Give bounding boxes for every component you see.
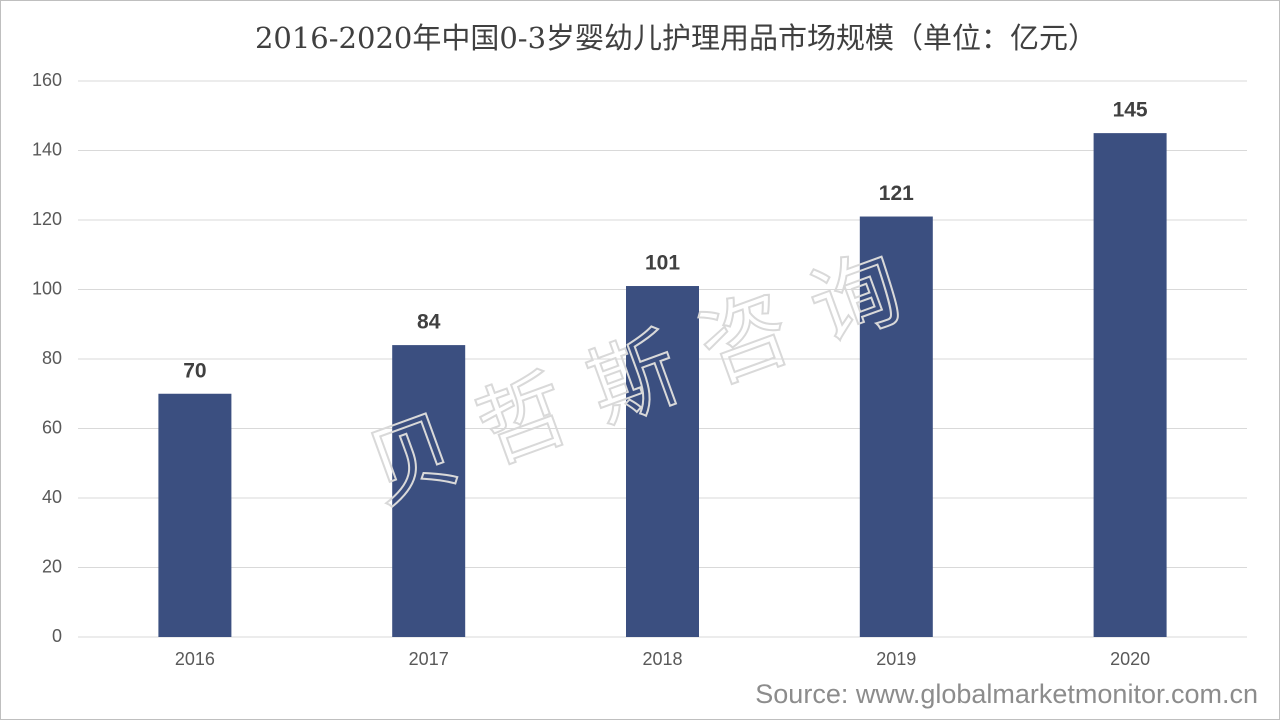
value-label: 101 [645,252,680,275]
y-tick-label: 140 [32,139,62,159]
y-tick-label: 120 [32,209,62,229]
bar [392,345,466,637]
y-tick-label: 20 [42,556,62,576]
x-tick-label: 2018 [642,649,682,669]
y-tick-label: 80 [42,348,62,368]
value-label: 70 [183,359,206,382]
bar [1093,133,1167,637]
y-tick-label: 60 [42,417,62,437]
y-tick-label: 0 [52,626,62,646]
bar [158,393,232,637]
value-label: 145 [1113,99,1148,122]
x-tick-label: 2017 [409,649,449,669]
source-note: Source: www.globalmarketmonitor.com.cn [755,679,1258,709]
value-label: 84 [417,311,441,334]
x-tick-label: 2019 [876,649,916,669]
x-tick-label: 2020 [1110,649,1150,669]
y-tick-label: 160 [32,70,62,90]
bar [859,216,933,637]
y-tick-label: 40 [42,487,62,507]
bar [626,286,699,637]
chart-title: 2016-2020年中国0-3岁婴幼儿护理用品市场规模（单位：亿元） [255,21,1097,55]
y-tick-label: 100 [32,278,62,298]
x-tick-label: 2016 [175,649,215,669]
value-label: 121 [879,182,914,205]
